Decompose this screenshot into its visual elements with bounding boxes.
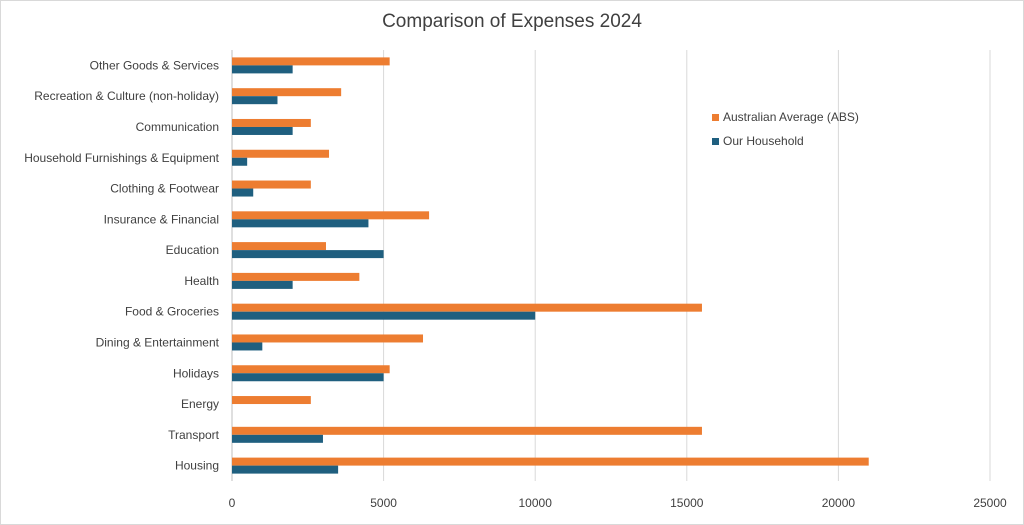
bar-australian-average [232,334,424,343]
bar-our-household [232,434,323,443]
x-tick-label: 15000 [670,496,704,510]
category-label: Energy [181,397,219,411]
bar-australian-average [232,88,342,97]
bar-australian-average [232,303,702,312]
category-label: Education [166,243,219,257]
bar-our-household [232,342,263,351]
bar-our-household [232,465,339,474]
bar-australian-average [232,211,430,220]
x-tick-labels: 0 5000 10000 15000 20000 25000 [229,496,1007,510]
bar-our-household [232,65,293,74]
bar-our-household [232,188,254,197]
category-label: Clothing & Footwear [110,182,219,196]
bar-australian-average [232,180,311,189]
category-label: Food & Groceries [125,305,219,319]
bar-australian-average [232,457,869,466]
bar-our-household [232,219,369,228]
bar-our-household [232,311,536,320]
x-tick-label: 20000 [822,496,856,510]
category-labels: Housing Transport Energy Holidays Dining & E… [24,58,219,472]
legend-swatch [712,138,719,145]
bar-our-household [232,250,384,259]
x-tick-label: 5000 [370,496,397,510]
bar-our-household [232,126,293,135]
category-label: Health [184,274,219,288]
bar-australian-average [232,242,326,251]
gridlines [231,50,991,481]
bar-our-household [232,157,248,166]
category-label: Holidays [173,366,219,380]
bar-our-household [232,373,384,382]
category-label: Housing [175,459,219,473]
legend-swatch [712,114,719,121]
category-label: Household Furnishings & Equipment [24,151,219,165]
legend-label: Our Household [723,134,804,148]
legend-label: Australian Average (ABS) [723,110,859,124]
category-label: Transport [168,428,220,442]
category-label: Communication [136,120,219,134]
bar-australian-average [232,396,311,405]
bar-our-household [232,280,293,289]
bar-australian-average [232,426,702,435]
category-label: Insurance & Financial [104,212,219,226]
bar-australian-average [232,365,390,374]
x-tick-label: 10000 [519,496,553,510]
bars [232,57,869,474]
bar-australian-average [232,118,311,127]
chart-title: Comparison of Expenses 2024 [382,11,642,32]
category-label: Dining & Entertainment [96,335,220,349]
category-label: Recreation & Culture (non-holiday) [34,89,219,103]
legend: Australian Average (ABS) Our Household [712,110,859,148]
bar-our-household [232,96,278,105]
x-tick-label: 25000 [973,496,1007,510]
bar-australian-average [232,57,390,66]
x-tick-label: 0 [229,496,236,510]
category-label: Other Goods & Services [90,58,219,72]
bar-australian-average [232,272,360,281]
bar-australian-average [232,149,330,158]
